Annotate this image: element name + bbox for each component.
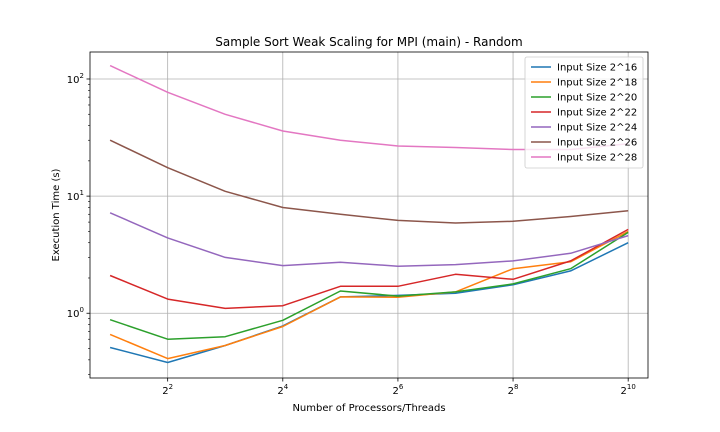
legend[interactable]: Input Size 2^16 Input Size 2^18 Input Size… [524, 56, 644, 169]
legend-label-4: Input Size 2^22 [557, 108, 637, 119]
chart-title: Sample Sort Weak Scaling for MPI (main) … [215, 35, 522, 49]
y-axis-label: Execution Time (s) [51, 168, 62, 261]
legend-label-6: Input Size 2^26 [557, 138, 637, 149]
legend-label-5: Input Size 2^24 [557, 123, 637, 134]
series-line-6 [109, 139, 629, 224]
x-tick-label: 28 [508, 383, 519, 397]
series-line-5 [109, 212, 629, 267]
series-line-1 [109, 242, 629, 364]
series-group [109, 64, 629, 364]
series-line-2 [109, 230, 629, 360]
legend-label-2: Input Size 2^18 [557, 78, 637, 89]
legend-label-1: Input Size 2^16 [557, 63, 637, 74]
x-axis-label: Number of Processors/Threads [292, 403, 445, 414]
legend-box [524, 56, 644, 169]
series-line-3 [109, 231, 629, 340]
x-tick-label: 24 [277, 383, 288, 397]
series-line-4 [109, 228, 629, 310]
grid [90, 52, 648, 378]
x-tick-label: 26 [393, 383, 404, 397]
y-axis: 100 101 102 [67, 72, 90, 375]
y-tick-label: 100 [67, 306, 84, 320]
plot-frame [89, 51, 649, 379]
x-axis: 22 24 26 28 210 [162, 378, 636, 397]
legend-label-3: Input Size 2^20 [557, 93, 637, 104]
legend-label-7: Input Size 2^28 [557, 153, 637, 164]
x-tick-label: 210 [621, 383, 636, 397]
x-tick-label: 22 [162, 383, 173, 397]
y-tick-label: 101 [67, 189, 84, 203]
y-tick-label: 102 [67, 72, 84, 86]
